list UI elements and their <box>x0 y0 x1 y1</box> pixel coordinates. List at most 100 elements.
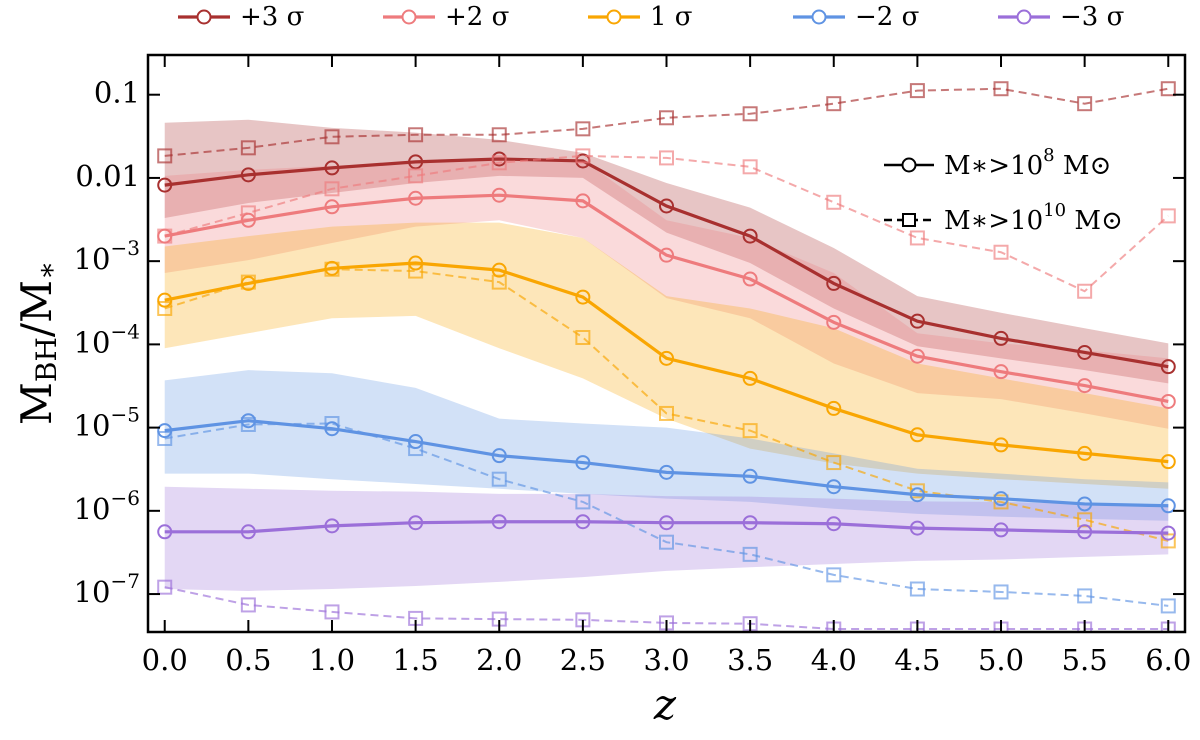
marker-circle <box>826 314 842 330</box>
band <box>164 370 1169 521</box>
marker-circle <box>240 524 256 540</box>
marker-square <box>659 534 674 550</box>
y-tick-exponent: −3 <box>111 236 140 260</box>
marker-square <box>240 416 256 432</box>
y-tick-exponent: −6 <box>111 485 140 509</box>
x-tick-label: 1.5 <box>393 643 439 677</box>
marker-circle <box>1160 454 1176 470</box>
marker-circle <box>491 262 507 278</box>
style-legend-label: M∗>1010 M⊙ <box>944 200 1123 236</box>
marker-circle <box>742 468 758 484</box>
marker-circle <box>240 275 256 291</box>
y-tick-base: 10 <box>74 575 111 609</box>
marker-circle <box>909 520 925 536</box>
marker-circle <box>575 514 591 530</box>
y-tick-label: 10−5 <box>74 402 140 443</box>
marker-square <box>1160 81 1176 97</box>
marker-circle <box>742 370 758 386</box>
marker-circle <box>993 491 1009 507</box>
x-tick-label: 5.0 <box>978 643 1024 677</box>
y-tick-label: 10−4 <box>74 319 140 360</box>
style-legend-text: M∗>10 <box>944 206 1043 236</box>
marker-circle <box>324 260 340 276</box>
marker-circle <box>993 437 1009 453</box>
lines <box>157 81 1176 632</box>
line <box>164 520 1169 535</box>
line <box>164 157 1169 369</box>
marker-circle <box>742 228 758 244</box>
marker-circle <box>1077 344 1093 360</box>
y-tick-base: 10 <box>74 409 111 443</box>
line <box>164 193 1169 404</box>
marker-square <box>324 129 340 145</box>
band <box>164 486 1169 591</box>
marker-square <box>408 127 424 143</box>
legend-marker <box>1016 9 1032 25</box>
marker-square <box>909 83 925 99</box>
band <box>164 159 1169 429</box>
x-tick-label: 4.5 <box>894 643 940 677</box>
style-legend-sup: 8 <box>1043 145 1054 166</box>
marker-circle <box>575 455 591 471</box>
marker-circle <box>826 275 842 291</box>
y-tick-label: 0.01 <box>75 159 140 193</box>
marker-square <box>826 96 842 112</box>
marker-circle <box>1160 359 1176 375</box>
marker-circle <box>324 160 340 176</box>
marker-circle <box>826 516 842 532</box>
marker-square <box>575 121 591 137</box>
y-label-part: BH <box>30 337 63 382</box>
marker-square <box>240 140 256 156</box>
line-massive <box>164 422 1169 607</box>
plot-frame <box>146 53 1187 634</box>
marker-square <box>1077 96 1093 112</box>
marker-square <box>491 127 507 143</box>
marker-circle <box>408 190 424 206</box>
marker-square <box>826 194 842 210</box>
marker-square <box>742 546 758 562</box>
marker-circle <box>742 271 758 287</box>
style-legend-marker <box>902 213 916 227</box>
marker-circle <box>491 187 507 203</box>
y-label-part: /M <box>12 280 61 337</box>
marker-square <box>659 150 674 166</box>
marker-circle <box>157 423 173 439</box>
marker-square <box>157 579 173 595</box>
legend-label: −2 σ <box>855 2 919 32</box>
legend-label: +3 σ <box>240 2 304 32</box>
legend-label: 1 σ <box>650 2 693 32</box>
marker-circle <box>324 518 340 534</box>
marker-square <box>157 148 173 164</box>
marker-circle <box>1077 378 1093 394</box>
marker-square <box>324 181 340 197</box>
marker-circle <box>324 421 340 437</box>
style-legend-text: M∗>10 <box>944 151 1043 181</box>
marker-circle <box>659 350 674 366</box>
marker-square <box>575 494 591 510</box>
x-tick-label: 4.0 <box>811 643 857 677</box>
marker-square <box>1077 283 1093 299</box>
y-tick-base: 10 <box>74 242 111 276</box>
y-axis-label: MBH/M∗ <box>12 261 63 425</box>
marker-circle <box>1160 393 1176 409</box>
marker-circle <box>659 198 674 214</box>
x-tick-label: 0.0 <box>142 643 188 677</box>
marker-circle <box>659 515 674 531</box>
marker-square <box>575 329 591 345</box>
marker-circle <box>491 514 507 530</box>
style-legend-unit: M⊙ <box>1066 206 1123 236</box>
marker-square <box>659 110 674 126</box>
marker-square <box>157 430 173 446</box>
marker-square <box>491 471 507 487</box>
marker-circle <box>157 292 173 308</box>
marker-circle <box>1160 498 1176 514</box>
marker-square <box>993 584 1009 600</box>
style-legend-marker <box>901 157 917 173</box>
y-tick-base: 10 <box>74 492 111 526</box>
marker-circle <box>993 522 1009 538</box>
marker-square <box>909 581 925 597</box>
marker-circle <box>993 364 1009 380</box>
marker-circle <box>1077 496 1093 512</box>
marker-circle <box>1160 525 1176 541</box>
marker-square <box>324 604 340 620</box>
